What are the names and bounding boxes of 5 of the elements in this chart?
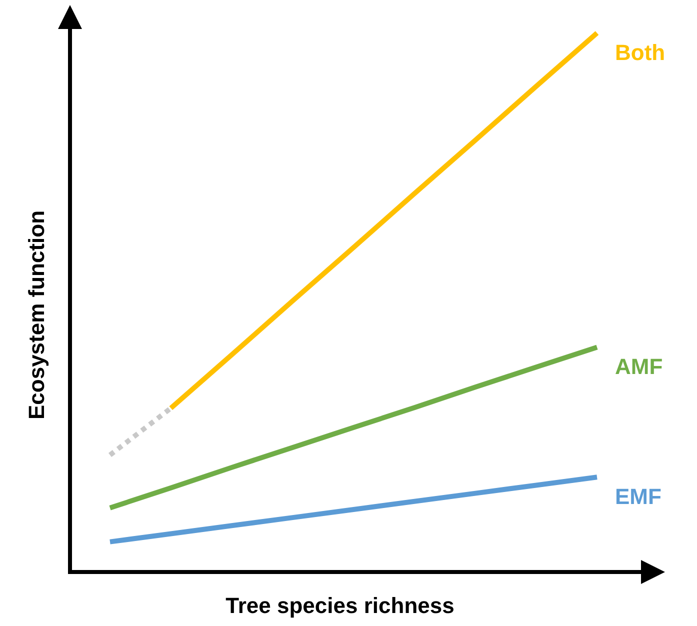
series-label: Both <box>615 40 666 65</box>
series-label: EMF <box>615 484 662 510</box>
x-axis-title: Tree species richness <box>226 593 454 618</box>
series-label: AMF <box>615 354 663 380</box>
y-axis-title: Ecosystem function <box>24 210 49 420</box>
